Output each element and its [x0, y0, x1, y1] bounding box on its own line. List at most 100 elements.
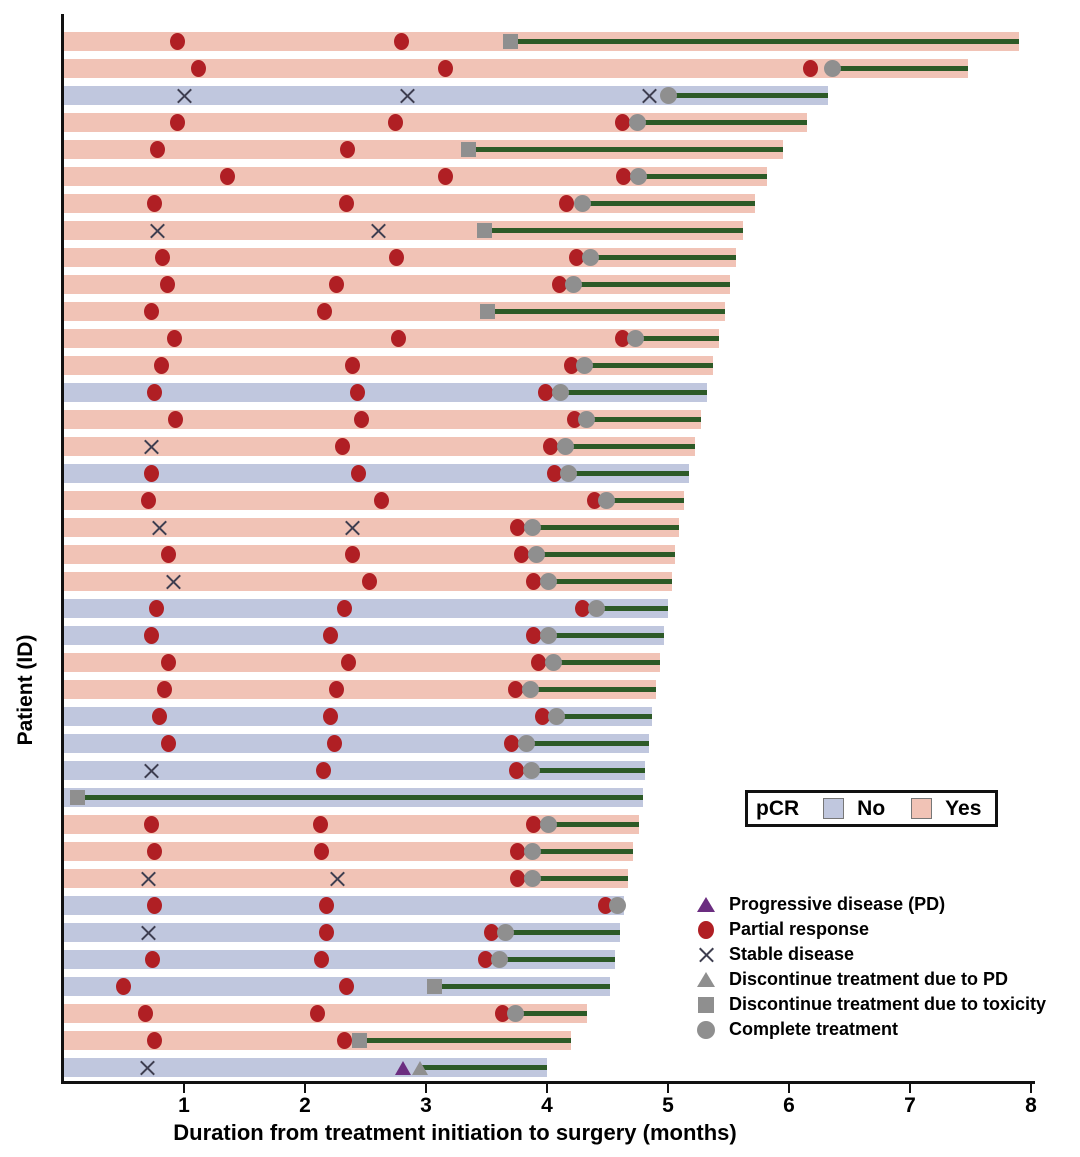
pcr-legend: pCR No Yes [745, 790, 998, 827]
treatment-bar [64, 842, 633, 861]
marker-legend: Progressive disease (PD) Partial respons… [696, 892, 1046, 1042]
partial-response-marker [328, 276, 344, 293]
partial-response-marker [514, 546, 530, 563]
legend-label: Progressive disease (PD) [729, 894, 946, 914]
treatment-bar [64, 167, 768, 186]
discontinue-toxicity-marker [460, 142, 476, 157]
treatment-bar [64, 221, 744, 240]
partial-response-marker [147, 1032, 163, 1049]
complete-treatment-marker [659, 87, 677, 104]
partial-response-marker [152, 708, 168, 725]
partial-response-marker [373, 492, 389, 509]
legend-item-discontinue-pd: Discontinue treatment due to PD [696, 967, 1046, 992]
complete-treatment-marker [588, 600, 606, 617]
partial-response-marker [437, 168, 453, 185]
partial-response-marker [526, 573, 542, 590]
discontinue-pd-marker [411, 1060, 428, 1075]
treatment-bar [64, 464, 689, 483]
partial-response-marker [568, 249, 584, 266]
treatment-bar [64, 923, 620, 942]
x-axis-tick-label: 3 [420, 1094, 432, 1117]
post-treatment-line [468, 147, 783, 152]
partial-response-marker [338, 195, 354, 212]
partial-response-marker [319, 897, 335, 914]
complete-treatment-marker [539, 816, 557, 833]
x-axis-tick [788, 1084, 790, 1093]
complete-treatment-marker [824, 60, 842, 77]
post-treatment-line [532, 876, 629, 881]
y-axis-title: Patient (ID) [14, 634, 37, 746]
post-treatment-line [635, 336, 719, 341]
partial-response-marker [314, 951, 330, 968]
stable-disease-marker [140, 870, 157, 887]
partial-response-marker [388, 114, 404, 131]
partial-response-marker [145, 951, 161, 968]
partial-response-marker [157, 681, 173, 698]
partial-response-marker [344, 357, 360, 374]
complete-treatment-marker [573, 195, 591, 212]
post-treatment-line [584, 363, 713, 368]
complete-treatment-marker [507, 1005, 525, 1022]
discontinue-pd-icon [697, 972, 715, 987]
post-treatment-line [582, 201, 756, 206]
legend-label: Discontinue treatment due to PD [729, 969, 1009, 989]
complete-treatment-marker [597, 492, 615, 509]
partial-response-marker [315, 762, 331, 779]
partial-response-marker [147, 384, 163, 401]
partial-response-marker [510, 870, 526, 887]
legend-item-partial-response: Partial response [696, 917, 1046, 942]
partial-response-marker [191, 60, 207, 77]
treatment-bar [64, 437, 695, 456]
pcr-yes-label: Yes [945, 796, 982, 820]
post-treatment-line [606, 498, 684, 503]
partial-response-marker [483, 924, 499, 941]
x-axis-tick [183, 1084, 185, 1093]
post-treatment-line [515, 1011, 587, 1016]
partial-response-marker [319, 924, 335, 941]
partial-response-marker [563, 357, 579, 374]
post-treatment-line [668, 93, 828, 98]
complete-treatment-marker [565, 276, 583, 293]
partial-response-marker [328, 681, 344, 698]
pcr-no-swatch [823, 798, 845, 819]
post-treatment-line [548, 822, 639, 827]
x-axis-tick-label: 1 [178, 1094, 190, 1117]
treatment-bar [64, 1004, 587, 1023]
partial-response-marker [166, 330, 182, 347]
post-treatment-line [832, 66, 969, 71]
stable-disease-marker [641, 87, 658, 104]
partial-response-marker [339, 141, 355, 158]
stable-disease-marker [344, 519, 361, 536]
discontinue-toxicity-marker [351, 1033, 367, 1048]
post-treatment-line [638, 174, 768, 179]
partial-response-marker [314, 843, 330, 860]
complete-treatment-marker [630, 168, 648, 185]
stable-disease-marker [176, 87, 193, 104]
complete-treatment-marker [522, 762, 540, 779]
complete-treatment-marker [544, 654, 562, 671]
stable-disease-marker [143, 438, 160, 455]
treatment-bar [64, 59, 969, 78]
partial-response-marker [160, 654, 176, 671]
legend-label: Stable disease [729, 944, 855, 964]
partial-response-marker [394, 33, 410, 50]
pcr-yes-swatch [911, 798, 933, 819]
partial-response-marker [170, 33, 186, 50]
partial-response-marker [510, 843, 526, 860]
treatment-bar [64, 302, 725, 321]
partial-response-marker [116, 978, 131, 995]
post-treatment-line [556, 714, 653, 719]
complete-treatment-marker [551, 384, 569, 401]
partial-response-marker [141, 492, 157, 509]
post-treatment-line [573, 282, 730, 287]
complete-treatment-marker [629, 114, 647, 131]
partial-response-marker [322, 708, 338, 725]
complete-treatment-marker [497, 924, 515, 941]
post-treatment-line [499, 957, 615, 962]
stable-disease-marker [143, 762, 160, 779]
legend-label: Partial response [729, 919, 870, 939]
post-treatment-line [548, 579, 672, 584]
post-treatment-line [560, 390, 707, 395]
partial-response-marker [614, 330, 630, 347]
partial-response-icon [698, 920, 714, 939]
